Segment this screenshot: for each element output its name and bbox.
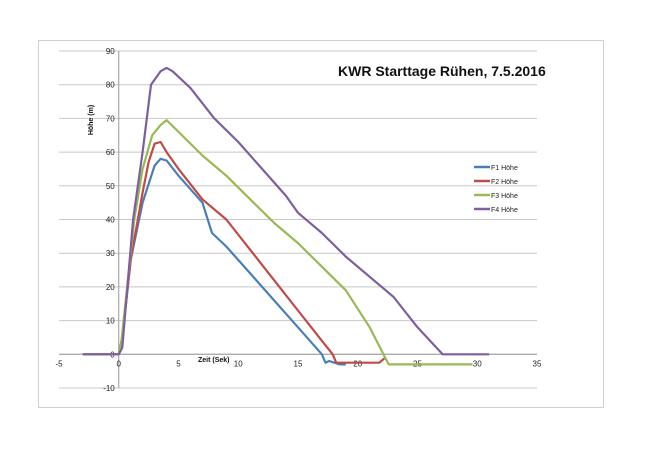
legend-label: F4 Höhe <box>491 207 518 214</box>
x-tick-label: 35 <box>533 359 542 368</box>
y-tick-label: 20 <box>106 283 115 292</box>
chart-title: KWR Starttage Rühen, 7.5.2016 <box>338 63 546 79</box>
y-tick-label: -10 <box>103 384 115 393</box>
y-tick-label: 70 <box>106 114 115 123</box>
y-tick-label: 40 <box>106 216 115 225</box>
y-tick-label: 60 <box>106 148 115 157</box>
legend-label: F3 Höhe <box>491 193 518 200</box>
x-tick-label: 0 <box>117 359 122 368</box>
y-tick-label: 50 <box>106 182 115 191</box>
x-tick-label: 30 <box>473 359 482 368</box>
y-tick-label: 10 <box>106 317 115 326</box>
chart-frame <box>38 40 604 408</box>
y-tick-label: 90 <box>106 47 115 56</box>
legend-label: F1 Höhe <box>491 165 518 172</box>
series-line-2 <box>82 140 386 364</box>
y-axis-label: Höhe (m) <box>88 105 95 135</box>
x-tick-label: 15 <box>294 359 303 368</box>
x-tick-label: -5 <box>55 359 63 368</box>
x-axis-label: Zeit (Sek) <box>198 357 230 364</box>
series-line-4 <box>82 66 490 356</box>
y-tick-label: 80 <box>106 81 115 90</box>
legend-label: F2 Höhe <box>491 179 518 186</box>
y-tick-label: 30 <box>106 249 115 258</box>
series-line-3 <box>82 118 473 366</box>
x-tick-label: 5 <box>176 359 181 368</box>
x-tick-label: 10 <box>234 359 243 368</box>
